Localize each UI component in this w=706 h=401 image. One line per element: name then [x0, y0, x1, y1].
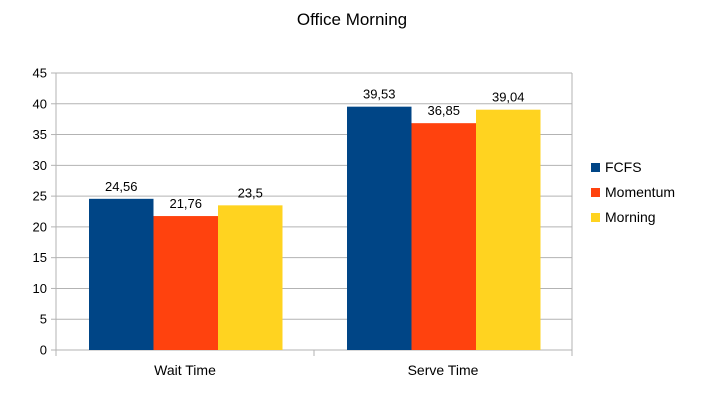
data-label: 23,5 — [238, 185, 263, 200]
y-tick-label: 45 — [33, 66, 47, 81]
y-tick-label: 40 — [33, 96, 47, 111]
legend-label: FCFS — [605, 159, 642, 175]
bar — [476, 109, 541, 351]
bars — [89, 106, 541, 351]
bar — [218, 205, 283, 350]
bar — [347, 106, 412, 350]
legend-swatch — [591, 213, 600, 222]
data-label: 21,76 — [169, 196, 202, 211]
bar — [411, 123, 476, 350]
data-label: 39,53 — [363, 87, 396, 102]
y-tick-label: 25 — [33, 189, 47, 204]
data-label: 36,85 — [427, 103, 460, 118]
y-tick-label: 15 — [33, 250, 47, 265]
data-label: 24,56 — [105, 179, 138, 194]
y-tick-label: 30 — [33, 158, 47, 173]
y-tick-label: 20 — [33, 219, 47, 234]
data-label: 39,04 — [492, 90, 525, 105]
y-tick-label: 35 — [33, 127, 47, 142]
data-labels: 24,56 39,53 21,76 36,85 23,5 39,04 — [105, 87, 525, 211]
legend: FCFS Momentum Morning — [591, 159, 675, 225]
x-category-label: Wait Time — [154, 362, 216, 378]
legend-swatch — [591, 163, 600, 172]
bar — [89, 198, 154, 350]
bar — [153, 216, 218, 350]
y-tick-label: 10 — [33, 281, 47, 296]
chart-title: Office Morning — [297, 10, 407, 29]
axes: 0 5 10 15 20 25 30 35 40 45 Wait Time Serve Time — [33, 66, 573, 378]
legend-label: Morning — [605, 209, 656, 225]
x-category-label: Serve Time — [408, 362, 479, 378]
legend-label: Momentum — [605, 184, 675, 200]
legend-swatch — [591, 188, 600, 197]
y-tick-label: 5 — [40, 312, 47, 327]
y-tick-label: 0 — [40, 343, 47, 358]
